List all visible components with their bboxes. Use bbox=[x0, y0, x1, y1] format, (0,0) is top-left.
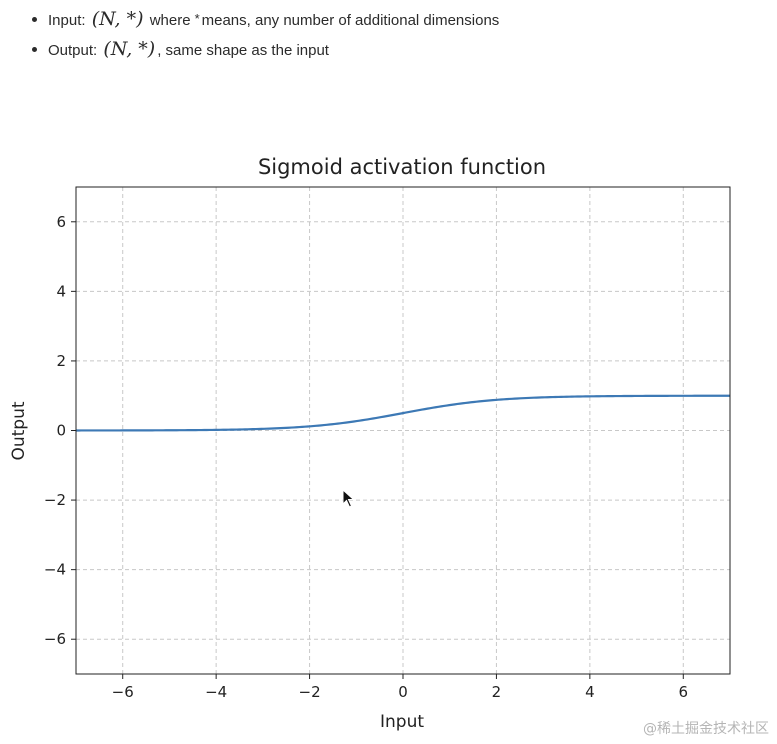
data-point bbox=[262, 428, 264, 430]
x-axis-label: Input bbox=[380, 712, 424, 732]
shape-description-list: Input: (N, *) where * means, any number of… bbox=[28, 6, 499, 66]
input-shape-math: (N, *) bbox=[91, 8, 144, 30]
x-tick-label: 2 bbox=[492, 683, 502, 701]
data-point bbox=[589, 395, 591, 397]
output-label: Output: bbox=[48, 42, 98, 59]
data-point bbox=[168, 429, 170, 431]
y-tick-label: 0 bbox=[56, 422, 66, 440]
x-tick-label: 4 bbox=[585, 683, 595, 701]
data-point bbox=[309, 425, 311, 427]
y-axis-label: Output bbox=[9, 401, 29, 460]
x-tick-label: −2 bbox=[299, 683, 321, 701]
x-tick-label: 0 bbox=[398, 683, 408, 701]
data-point bbox=[449, 404, 451, 406]
axis-ticks: −6 −4 −2 0 2 4 6 −6 −4 −2 0 2 4 6 bbox=[44, 213, 688, 701]
chart-title: Sigmoid activation function bbox=[258, 155, 546, 179]
data-point bbox=[402, 412, 404, 414]
y-tick-label: −2 bbox=[44, 491, 66, 509]
y-tick-label: 6 bbox=[56, 213, 66, 231]
sigmoid-chart: Sigmoid activation function −6 −4 −2 0 2 4 6−6… bbox=[9, 155, 731, 732]
output-shape-math: (N, *) bbox=[103, 38, 156, 60]
y-tick-label: 4 bbox=[56, 282, 66, 300]
data-point bbox=[122, 429, 124, 431]
y-tick-label: −4 bbox=[44, 561, 66, 579]
input-label: Input: bbox=[48, 12, 86, 29]
watermark: @稀土掘金技术社区 bbox=[643, 721, 769, 737]
x-tick-label: −6 bbox=[112, 683, 134, 701]
input-shape-item: Input: (N, *) where * means, any number of… bbox=[28, 6, 499, 36]
star-symbol: * bbox=[194, 11, 200, 26]
data-point bbox=[542, 396, 544, 398]
data-point bbox=[215, 429, 217, 431]
series-layer bbox=[76, 394, 730, 432]
bullet-icon bbox=[32, 47, 37, 52]
bullet-icon bbox=[32, 17, 37, 22]
series-line-0 bbox=[76, 394, 730, 432]
output-shape-item: Output: (N, *), same shape as the input bbox=[28, 36, 499, 66]
input-description: means, any number of additional dimensio… bbox=[201, 12, 500, 29]
x-tick-label: 6 bbox=[679, 683, 689, 701]
x-tick-label: −4 bbox=[205, 683, 227, 701]
output-description: , same shape as the input bbox=[157, 42, 329, 59]
data-point bbox=[682, 395, 684, 397]
input-where-text: where bbox=[149, 12, 191, 29]
data-point bbox=[636, 395, 638, 397]
data-point bbox=[495, 399, 497, 401]
y-tick-label: −6 bbox=[44, 630, 66, 648]
mouse-cursor-icon bbox=[342, 489, 355, 508]
y-tick-label: 2 bbox=[56, 352, 66, 370]
data-point bbox=[355, 420, 357, 422]
